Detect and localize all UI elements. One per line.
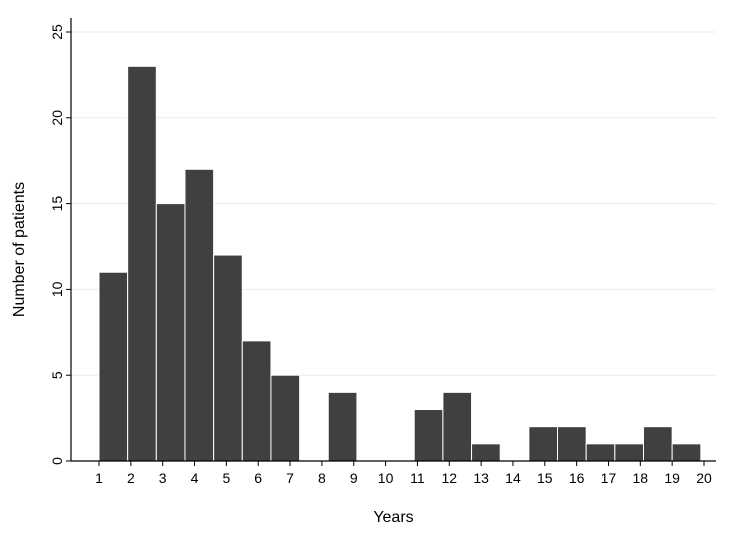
y-tick-label-5: 5 bbox=[49, 371, 65, 379]
x-tick-label-1: 1 bbox=[95, 470, 103, 486]
x-tick-label-10: 10 bbox=[378, 470, 394, 486]
x-tick-label-19: 19 bbox=[664, 470, 680, 486]
x-tick-label-6: 6 bbox=[254, 470, 262, 486]
x-ticks: 1 2 3 4 5 6 7 8 9 10 11 12 13 14 15 16 17 18 19 20 bbox=[95, 461, 712, 486]
x-tick-label-4: 4 bbox=[191, 470, 199, 486]
x-tick-label-3: 3 bbox=[159, 470, 167, 486]
x-tick-label-15: 15 bbox=[537, 470, 553, 486]
x-tick-label-16: 16 bbox=[569, 470, 585, 486]
bar-17 bbox=[557, 426, 587, 462]
x-tick-label-7: 7 bbox=[286, 470, 294, 486]
x-tick-label-20: 20 bbox=[696, 470, 712, 486]
bars bbox=[98, 65, 702, 462]
bar-5 bbox=[213, 254, 243, 462]
x-tick-label-14: 14 bbox=[505, 470, 521, 486]
x-tick-label-8: 8 bbox=[318, 470, 326, 486]
bar-19 bbox=[614, 443, 644, 462]
x-axis-title: Years bbox=[373, 509, 413, 526]
bar-2 bbox=[127, 65, 157, 462]
bar-20 bbox=[643, 426, 673, 462]
bar-14 bbox=[471, 443, 501, 462]
bar-16 bbox=[528, 426, 559, 462]
y-tick-label-10: 10 bbox=[49, 281, 65, 297]
x-tick-label-12: 12 bbox=[441, 470, 457, 486]
bar-7 bbox=[270, 374, 301, 462]
bar-12 bbox=[413, 409, 444, 462]
bar-1 bbox=[98, 271, 129, 462]
x-tick-label-17: 17 bbox=[601, 470, 617, 486]
y-tick-label-15: 15 bbox=[49, 196, 65, 212]
y-tick-label-0: 0 bbox=[49, 457, 65, 465]
bar-9 bbox=[327, 391, 358, 462]
x-tick-label-11: 11 bbox=[410, 470, 425, 486]
y-tick-label-20: 20 bbox=[49, 110, 65, 126]
y-axis-title: Number of patients bbox=[11, 182, 28, 317]
bar-21 bbox=[671, 443, 702, 462]
bar-18 bbox=[585, 443, 616, 462]
y-tick-label-25: 25 bbox=[49, 24, 65, 40]
bar-13 bbox=[442, 391, 473, 462]
x-tick-label-5: 5 bbox=[222, 470, 230, 486]
x-tick-label-9: 9 bbox=[350, 470, 358, 486]
x-tick-label-13: 13 bbox=[473, 470, 489, 486]
bar-4 bbox=[184, 168, 215, 462]
y-ticks: 0 5 10 15 20 25 bbox=[49, 24, 71, 465]
x-tick-label-2: 2 bbox=[127, 470, 135, 486]
bar-3 bbox=[155, 203, 186, 462]
bar-6 bbox=[241, 340, 272, 462]
x-tick-label-18: 18 bbox=[633, 470, 649, 486]
